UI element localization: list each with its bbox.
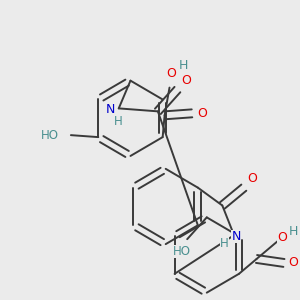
Text: H: H bbox=[113, 115, 122, 128]
Text: H: H bbox=[220, 237, 229, 250]
Text: O: O bbox=[197, 107, 207, 120]
Text: O: O bbox=[248, 172, 258, 185]
Text: H: H bbox=[178, 59, 188, 72]
Text: HO: HO bbox=[41, 129, 59, 142]
Text: O: O bbox=[277, 231, 287, 244]
Text: O: O bbox=[167, 67, 176, 80]
Text: N: N bbox=[231, 230, 241, 243]
Text: N: N bbox=[105, 103, 115, 116]
Text: HO: HO bbox=[173, 244, 191, 258]
Text: O: O bbox=[288, 256, 298, 269]
Text: H: H bbox=[289, 225, 298, 238]
Text: O: O bbox=[181, 74, 191, 87]
